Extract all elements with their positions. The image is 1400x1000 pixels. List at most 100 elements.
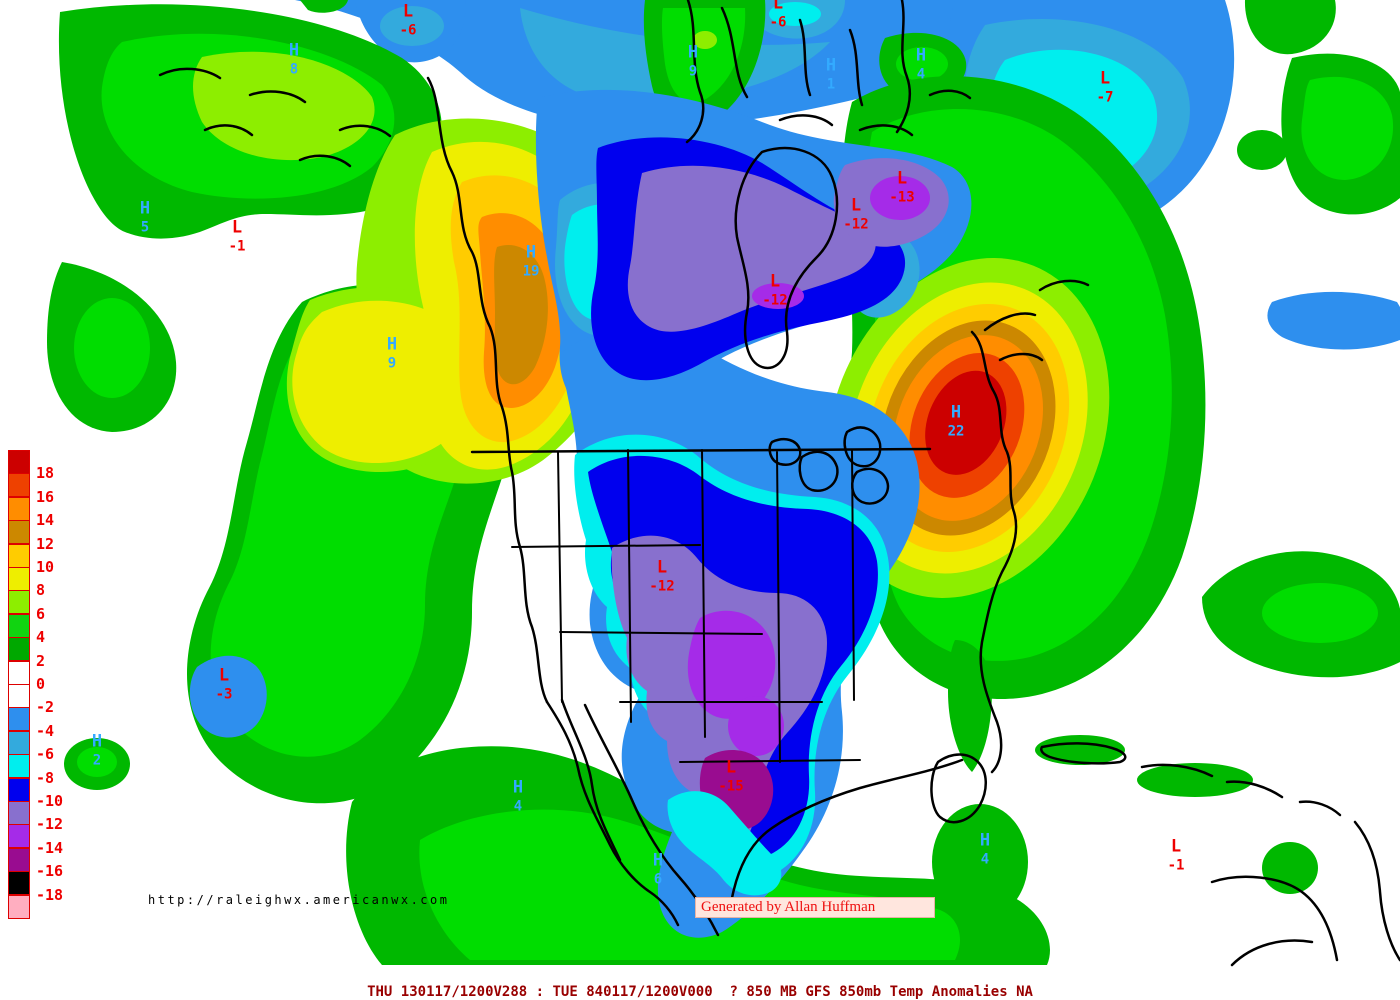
marker-value: 9 bbox=[688, 63, 698, 80]
legend-box bbox=[8, 847, 30, 872]
contour-region bbox=[896, 47, 948, 81]
contour-region bbox=[300, 0, 348, 13]
legend-box bbox=[8, 496, 30, 521]
legend-label: 14 bbox=[36, 511, 55, 530]
marker-letter: H bbox=[512, 777, 524, 798]
legend-label: 4 bbox=[36, 628, 46, 647]
contour-region bbox=[193, 51, 375, 161]
contour-region bbox=[1035, 735, 1125, 765]
pressure-marker-l: L -6 bbox=[399, 3, 417, 39]
marker-letter: H bbox=[652, 850, 664, 871]
marker-value: -6 bbox=[399, 22, 417, 39]
contour-region bbox=[661, 8, 746, 103]
marker-letter: L bbox=[772, 0, 784, 14]
marker-value: -6 bbox=[769, 14, 787, 31]
legend-box bbox=[8, 730, 30, 755]
marker-letter: H bbox=[525, 242, 537, 263]
marker-value: -1 bbox=[228, 238, 246, 255]
south-atlantic-coasts bbox=[1210, 820, 1400, 967]
contour-region bbox=[693, 31, 717, 49]
legend-label: 6 bbox=[36, 604, 46, 623]
contour-region bbox=[1244, 0, 1336, 55]
marker-value: 9 bbox=[387, 355, 397, 372]
baja-coastline bbox=[545, 700, 680, 927]
contour-region bbox=[925, 370, 1007, 475]
greenland-arctic-coasts bbox=[685, 0, 972, 144]
marker-value: 6 bbox=[653, 871, 663, 888]
pressure-marker-l: L -6 bbox=[770, 0, 787, 29]
attribution-box: Generated by Allan Huffman bbox=[695, 897, 935, 918]
marker-letter: L bbox=[725, 757, 737, 778]
legend-box bbox=[8, 590, 30, 615]
legend-box bbox=[8, 450, 30, 474]
pressure-marker-l: L -1 bbox=[1168, 836, 1185, 873]
legend-label: 0 bbox=[36, 675, 46, 693]
marker-value: 1 bbox=[826, 76, 836, 93]
marker-value: 2 bbox=[92, 752, 102, 769]
marker-value: -7 bbox=[1096, 89, 1114, 106]
legend-box bbox=[8, 613, 30, 638]
contour-region bbox=[189, 655, 267, 738]
marker-letter: L bbox=[231, 217, 243, 238]
marker-letter: H bbox=[687, 42, 699, 63]
legend-box bbox=[8, 801, 30, 825]
contour-region bbox=[769, 2, 821, 26]
contour-region bbox=[752, 283, 804, 309]
contour-region bbox=[1267, 291, 1400, 350]
marker-letter: H bbox=[288, 40, 300, 61]
contour-region bbox=[292, 300, 477, 464]
marker-letter: L bbox=[850, 195, 862, 216]
map-caption: THU 130117/1200V288 : TUE 840117/1200V00… bbox=[367, 984, 1033, 1000]
coastlines bbox=[158, 0, 1400, 967]
marker-letter: H bbox=[139, 198, 151, 219]
legend-box bbox=[8, 473, 30, 498]
legend-box bbox=[8, 543, 30, 568]
contour-region bbox=[1137, 763, 1253, 797]
contour-region bbox=[932, 804, 1028, 920]
legend-box bbox=[8, 637, 30, 662]
legend-label: -16 bbox=[36, 862, 64, 881]
contour-region bbox=[74, 298, 150, 398]
contour-region bbox=[1262, 583, 1378, 643]
yucatan-coastline bbox=[930, 753, 987, 824]
marker-value: 4 bbox=[513, 798, 523, 815]
state-borders bbox=[511, 449, 861, 763]
northeast-coast-details bbox=[983, 279, 1090, 362]
marker-letter: H bbox=[950, 402, 962, 423]
pressure-marker-l: L -3 bbox=[215, 665, 233, 703]
marker-letter: H bbox=[825, 55, 837, 76]
contour-region bbox=[1237, 130, 1287, 170]
marker-value: 8 bbox=[289, 61, 299, 78]
legend-label: -10 bbox=[36, 792, 64, 810]
legend-box bbox=[8, 567, 30, 591]
pressure-marker-h: H 19 bbox=[523, 244, 540, 278]
legend-label: -18 bbox=[36, 885, 64, 904]
watermark-url: http://raleighwx.americanwx.com bbox=[148, 893, 450, 907]
marker-letter: H bbox=[979, 830, 991, 851]
marker-value: -3 bbox=[215, 686, 233, 703]
contour-region bbox=[77, 747, 117, 777]
marker-value: 19 bbox=[522, 263, 540, 280]
marker-letter: H bbox=[91, 731, 103, 752]
west-warm-spot bbox=[286, 118, 633, 484]
marker-letter: L bbox=[218, 665, 230, 686]
marker-letter: L bbox=[1170, 836, 1182, 857]
east-coastline bbox=[970, 330, 1018, 774]
great-lakes bbox=[768, 426, 890, 505]
legend-box bbox=[8, 824, 30, 849]
marker-letter: H bbox=[386, 334, 398, 355]
legend-label: 2 bbox=[36, 651, 46, 670]
hudson-bay-coastline bbox=[734, 147, 839, 370]
us-canada-border bbox=[470, 447, 932, 454]
marker-letter: L bbox=[896, 168, 908, 189]
legend-label: -2 bbox=[36, 698, 55, 717]
canada-coast-details bbox=[158, 67, 392, 168]
